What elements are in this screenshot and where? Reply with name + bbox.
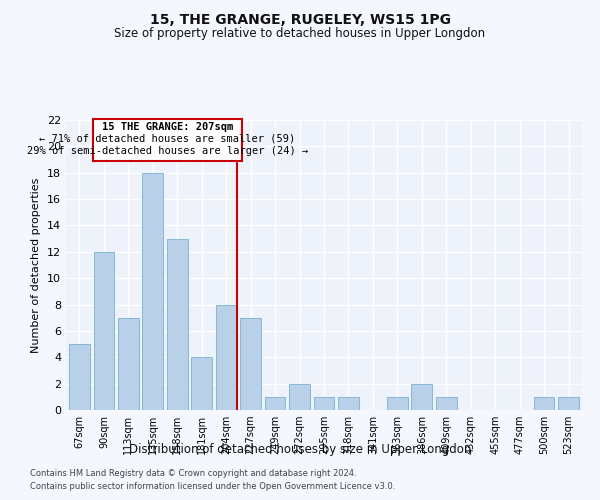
- Text: Contains HM Land Registry data © Crown copyright and database right 2024.: Contains HM Land Registry data © Crown c…: [30, 468, 356, 477]
- Bar: [289, 384, 310, 410]
- Bar: [558, 397, 579, 410]
- Bar: [387, 397, 408, 410]
- Text: 29% of semi-detached houses are larger (24) →: 29% of semi-detached houses are larger (…: [27, 146, 308, 156]
- Bar: [436, 397, 457, 410]
- Bar: [216, 304, 236, 410]
- FancyBboxPatch shape: [93, 118, 242, 161]
- Text: Size of property relative to detached houses in Upper Longdon: Size of property relative to detached ho…: [115, 28, 485, 40]
- Bar: [94, 252, 114, 410]
- Text: Distribution of detached houses by size in Upper Longdon: Distribution of detached houses by size …: [129, 442, 471, 456]
- Bar: [240, 318, 261, 410]
- Bar: [265, 397, 286, 410]
- Text: ← 71% of detached houses are smaller (59): ← 71% of detached houses are smaller (59…: [40, 134, 296, 144]
- Bar: [167, 238, 188, 410]
- Bar: [338, 397, 359, 410]
- Bar: [118, 318, 139, 410]
- Bar: [314, 397, 334, 410]
- Bar: [412, 384, 432, 410]
- Bar: [142, 172, 163, 410]
- Bar: [69, 344, 90, 410]
- Bar: [534, 397, 554, 410]
- Text: Contains public sector information licensed under the Open Government Licence v3: Contains public sector information licen…: [30, 482, 395, 491]
- Text: 15, THE GRANGE, RUGELEY, WS15 1PG: 15, THE GRANGE, RUGELEY, WS15 1PG: [149, 12, 451, 26]
- Y-axis label: Number of detached properties: Number of detached properties: [31, 178, 41, 352]
- Text: 15 THE GRANGE: 207sqm: 15 THE GRANGE: 207sqm: [102, 122, 233, 132]
- Bar: [191, 358, 212, 410]
